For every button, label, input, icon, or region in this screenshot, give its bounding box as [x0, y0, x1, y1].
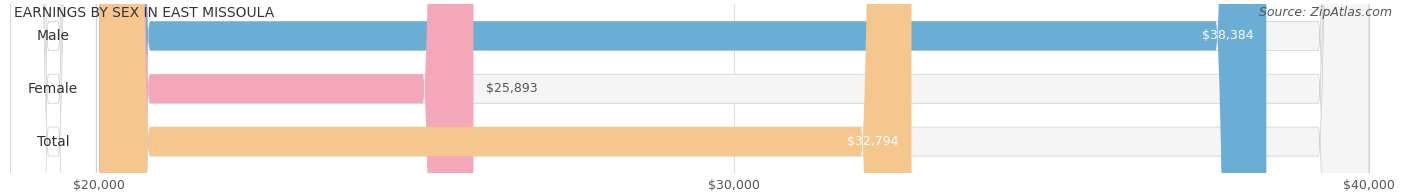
Text: Total: Total — [37, 135, 69, 149]
Text: $38,384: $38,384 — [1202, 29, 1254, 42]
Text: Female: Female — [28, 82, 79, 96]
FancyBboxPatch shape — [10, 0, 96, 196]
FancyBboxPatch shape — [100, 0, 1267, 196]
FancyBboxPatch shape — [100, 0, 1369, 196]
Text: $32,794: $32,794 — [848, 135, 898, 148]
FancyBboxPatch shape — [100, 0, 1369, 196]
FancyBboxPatch shape — [10, 0, 96, 196]
Text: EARNINGS BY SEX IN EAST MISSOULA: EARNINGS BY SEX IN EAST MISSOULA — [14, 6, 274, 20]
FancyBboxPatch shape — [100, 0, 1369, 196]
FancyBboxPatch shape — [100, 0, 474, 196]
Text: Male: Male — [37, 29, 69, 43]
FancyBboxPatch shape — [10, 0, 96, 196]
Text: $25,893: $25,893 — [486, 82, 537, 95]
FancyBboxPatch shape — [100, 0, 911, 196]
Text: Source: ZipAtlas.com: Source: ZipAtlas.com — [1258, 6, 1392, 19]
